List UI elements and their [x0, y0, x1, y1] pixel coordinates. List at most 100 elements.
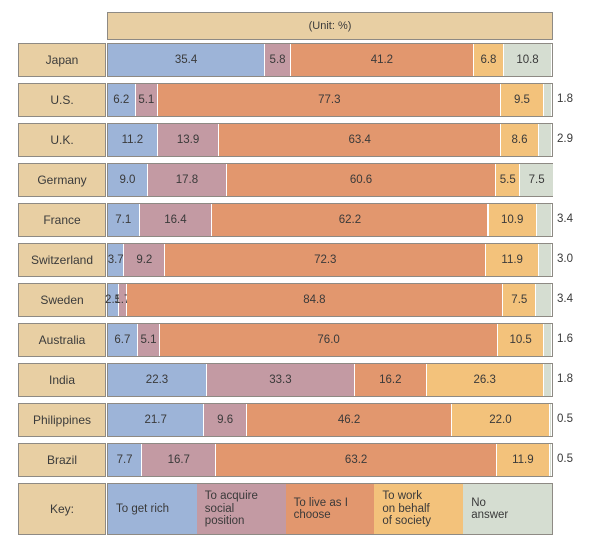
- bar-row: 2.5 1.7 84.8 7.5: [105, 283, 553, 317]
- bar-segment: 26.3: [426, 364, 544, 396]
- legend-item-text: To work: [382, 490, 423, 503]
- value-label: 46.2: [337, 414, 361, 426]
- value-label: 7.1: [115, 214, 132, 226]
- value-label: 11.9: [501, 254, 523, 266]
- value-label: 16.2: [379, 374, 402, 386]
- bar-row: 6.2 5.1 77.3 9.5: [107, 83, 553, 117]
- value-label: 9.0: [119, 174, 136, 186]
- bar-segment: 62.2: [212, 204, 489, 236]
- value-label: 62.2: [338, 214, 362, 226]
- bar-segment: 6.2: [108, 84, 136, 116]
- bar-row: 35.4 5.8 41.2 6.8 10.8: [107, 43, 553, 77]
- bar-segment: 41.2: [290, 44, 474, 76]
- legend-item-text: on behalf: [382, 502, 430, 515]
- bar-segment: 5.5: [496, 164, 521, 196]
- value-label: 60.6: [349, 174, 373, 186]
- bar-segment: 76.0: [160, 324, 498, 356]
- value-label: 5.1: [138, 94, 155, 106]
- bar-segment: 1.7: [114, 284, 130, 316]
- value-label: 9.5: [513, 94, 530, 106]
- bar-segment: 35.4: [108, 44, 266, 76]
- no-answer-value-label: 0.5: [557, 453, 573, 465]
- bar-segment: 11.2: [108, 124, 158, 156]
- value-label: 22.3: [145, 374, 169, 386]
- bar-segment: 9.6: [204, 404, 247, 436]
- value-label: 5.1: [140, 334, 157, 346]
- value-label: 33.3: [269, 374, 292, 386]
- bar-segment: 7.5: [503, 284, 537, 316]
- category-label: India: [18, 363, 106, 397]
- category-label: Philippines: [18, 403, 106, 437]
- bar-segment: 3.7: [108, 244, 125, 276]
- bar-segment: 16.2: [354, 364, 427, 396]
- no-answer-value-label: 1.6: [557, 333, 573, 345]
- bar-segment: 6.8: [473, 44, 505, 76]
- value-label: 7.5: [511, 294, 528, 306]
- legend-item-text: position: [204, 515, 245, 528]
- value-label: 77.3: [318, 94, 341, 106]
- value-label: 10.8: [516, 54, 539, 66]
- bar-segment: 13.9: [157, 124, 220, 156]
- legend-item-text: To get rich: [116, 502, 170, 515]
- value-label: 2.5: [105, 294, 122, 306]
- category-label: Switzerland: [18, 243, 106, 277]
- unit-label: (Unit: %): [107, 12, 553, 40]
- value-label: 11.2: [121, 134, 144, 146]
- legend-item-text: choose: [293, 509, 331, 521]
- bar-segment: 63.4: [219, 124, 501, 156]
- value-label: 16.7: [167, 454, 190, 466]
- bar-row: 3.7 9.2 72.3 11.9: [107, 243, 553, 277]
- value-label: 6.7: [114, 334, 131, 346]
- value-label: 5.8: [269, 54, 286, 66]
- bar-row: 22.3 33.3 16.2 26.3: [107, 363, 553, 397]
- bar-segment: 17.8: [147, 164, 227, 196]
- bar-segment: 11.9: [496, 444, 550, 476]
- bar-segment: [536, 284, 552, 316]
- value-label: 6.2: [113, 94, 130, 106]
- value-label: 8.6: [511, 134, 528, 146]
- no-answer-value-label: 3.0: [557, 253, 573, 265]
- bar-segment: 16.7: [142, 444, 217, 476]
- bar-segment: 2.5: [105, 284, 122, 316]
- bar-segment: 9.5: [501, 84, 544, 116]
- value-label: 13.9: [176, 134, 200, 146]
- legend-item-text: of society: [382, 515, 431, 528]
- value-label: 17.8: [175, 174, 199, 186]
- value-label: 72.3: [314, 254, 337, 266]
- no-answer-value-label: 1.8: [557, 373, 573, 385]
- legend-item-text: To acquire: [204, 490, 258, 503]
- key-label: Key:: [18, 483, 106, 535]
- bar-segment: 72.3: [165, 244, 487, 276]
- value-label: 41.2: [370, 54, 394, 66]
- legend-item-text: social: [204, 502, 235, 515]
- category-label: U.S.: [18, 83, 106, 117]
- bar-segment: [539, 124, 552, 156]
- bar-segment: 22.3: [108, 364, 207, 396]
- bar-segment: 11.9: [486, 244, 540, 276]
- bar-segment: [543, 364, 552, 396]
- legend-item-text: answer: [471, 509, 509, 521]
- no-answer-value-label: 2.9: [557, 133, 573, 145]
- no-answer-value-label: 3.4: [557, 293, 573, 305]
- bar-segment: 10.8: [504, 44, 552, 76]
- bar-segment: 16.4: [139, 204, 213, 236]
- bar-segment: 9.0: [108, 164, 148, 196]
- no-answer-value-label: 1.8: [557, 93, 573, 105]
- bar-segment: 8.6: [500, 124, 540, 156]
- bar-segment: 9.2: [124, 244, 166, 276]
- unit-label-text: (Unit: %): [308, 20, 352, 32]
- bar-segment: 5.1: [135, 84, 159, 116]
- bar-segment: 84.8: [126, 284, 504, 316]
- value-label: 63.4: [348, 134, 371, 146]
- value-label: 10.5: [509, 334, 532, 346]
- bar-row: 21.7 9.6 46.2 22.0: [107, 403, 553, 437]
- bar-segment: 5.8: [265, 44, 291, 76]
- bar-segment: 21.7: [108, 404, 205, 436]
- bar-row: 6.7 5.1 76.0 10.5: [107, 323, 553, 357]
- value-label: 11.9: [512, 454, 534, 466]
- category-label: Australia: [18, 323, 106, 357]
- value-label: 6.8: [480, 54, 497, 66]
- legend-row: To get rich To acquire social position To li…: [107, 483, 553, 535]
- bar-segment: 77.3: [158, 84, 502, 116]
